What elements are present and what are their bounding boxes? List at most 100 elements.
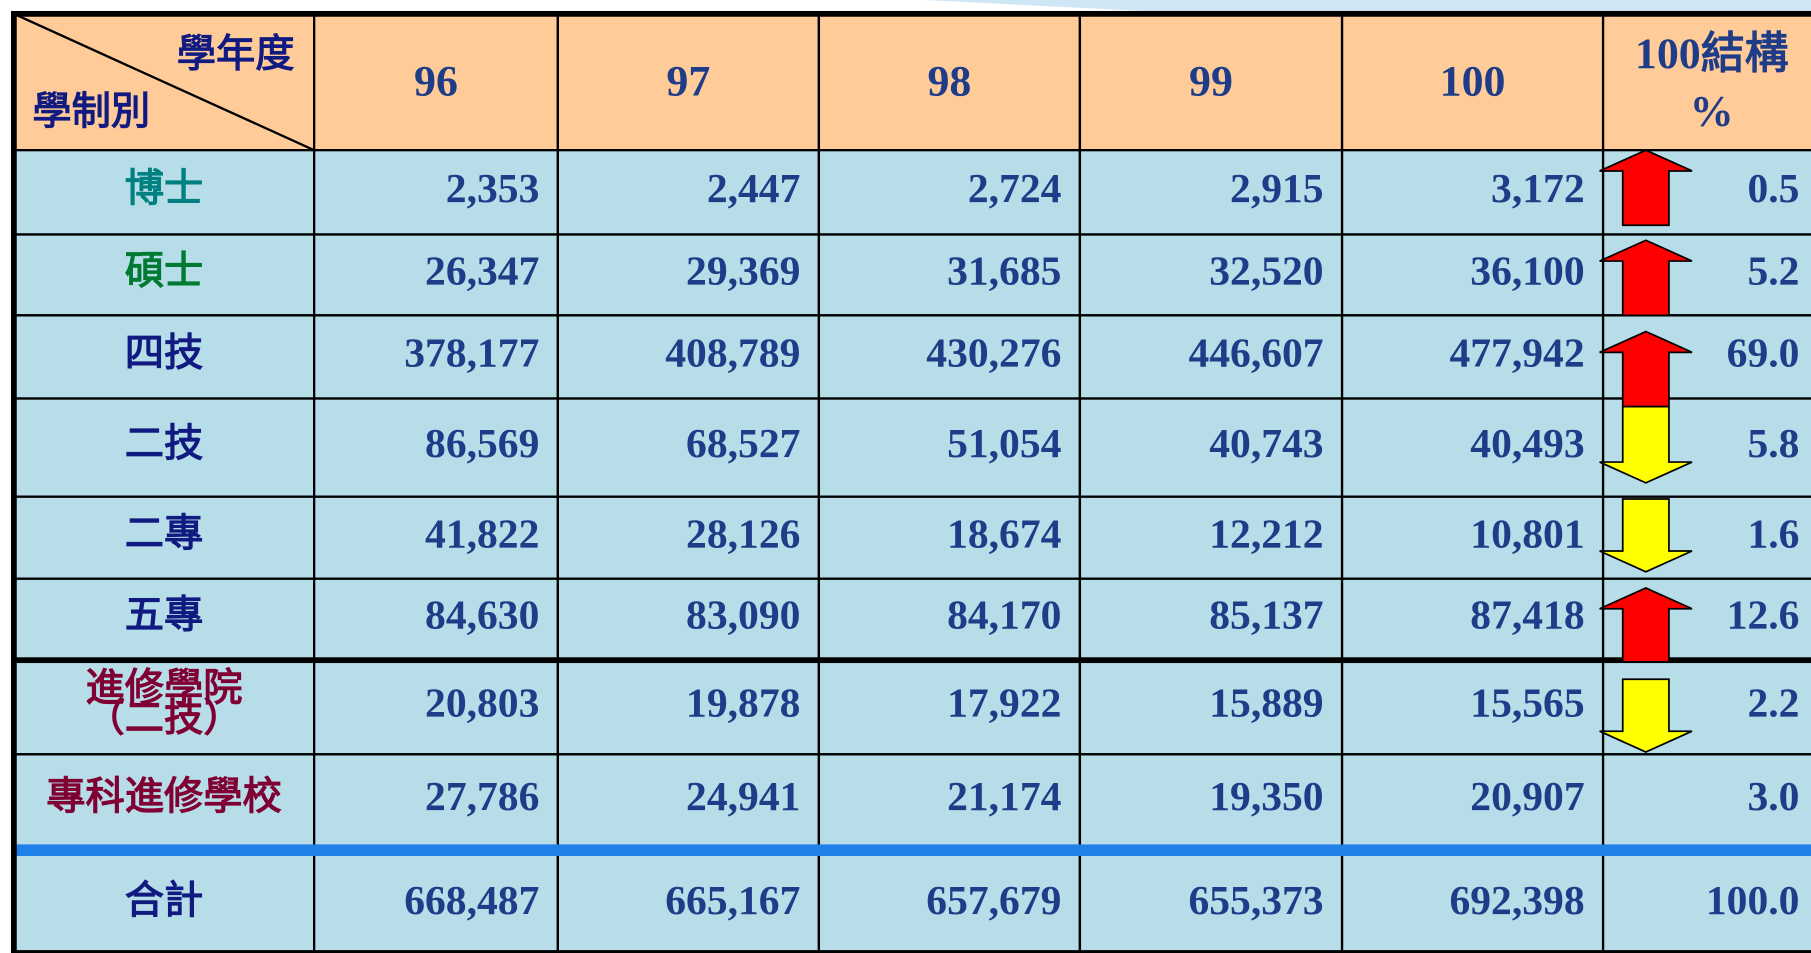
cell [1078,397,1344,498]
cell [817,753,1082,848]
down-arrow [1599,498,1693,573]
cell [312,314,560,400]
value: 68,527 [686,420,800,466]
cell [817,233,1082,317]
value: 668,487 [404,877,539,923]
value: 32,520 [1209,247,1323,293]
up-arrow [1599,149,1693,227]
value: 19,878 [686,679,800,725]
cell [1078,233,1344,317]
value: 15,889 [1209,679,1323,725]
value: 29,369 [686,247,800,293]
cell [556,149,821,236]
header-cell [312,12,560,152]
cell [312,845,560,953]
cell [12,845,316,953]
value: 21,174 [947,773,1062,819]
cell [1078,495,1344,580]
cell [312,577,560,661]
row-label: 五專 [125,593,204,637]
up-arrow [1599,239,1693,317]
cell [1078,845,1344,953]
cell [1340,233,1605,317]
value: 657,679 [926,877,1061,923]
row-label: 碩士 [125,249,204,293]
cell [1078,753,1344,848]
cell [312,753,560,848]
value: 84,170 [947,592,1061,638]
value: 84,630 [425,592,539,638]
percent: 1.6 [1747,510,1799,556]
row-label: （二技） [85,696,242,740]
value: 18,674 [947,510,1062,556]
row-label: 進修學院 [85,666,242,710]
cell [817,397,1082,498]
value: 2,353 [446,165,540,211]
year-header: 99 [1189,58,1233,106]
cell [1340,658,1605,756]
cell [817,845,1082,953]
value: 17,922 [947,679,1061,725]
value: 83,090 [686,592,800,638]
row-label: 博士 [125,166,204,210]
percent: 100.0 [1706,877,1800,923]
value: 430,276 [926,329,1061,375]
value: 36,100 [1470,247,1584,293]
row-title: 學年度 [177,32,296,76]
structure-header: % [1690,88,1734,136]
value: 446,607 [1188,329,1323,375]
value: 40,493 [1470,420,1584,466]
arrows [1599,149,1693,753]
value: 19,350 [1209,773,1323,819]
percent: 2.2 [1747,679,1799,725]
cell [817,314,1082,400]
cell [1601,753,1811,848]
cell [12,495,316,580]
up-arrow [1599,587,1693,663]
value: 20,803 [425,679,539,725]
value: 26,347 [425,247,539,293]
down-arrow [1599,405,1693,484]
value: 87,418 [1470,592,1584,638]
percent: 69.0 [1727,329,1800,375]
row-label: 四技 [125,331,204,375]
value: 27,786 [425,773,539,819]
decoration [923,0,1811,12]
value: 31,685 [947,247,1061,293]
value: 655,373 [1188,877,1323,923]
value: 41,822 [425,510,539,556]
col-title: 學制別 [32,90,150,134]
cell [1340,577,1605,661]
value: 2,724 [968,165,1062,211]
structure-header: 100結構 [1635,29,1789,78]
percent: 3.0 [1747,773,1799,819]
percent: 12.6 [1727,592,1800,638]
value: 12,212 [1209,510,1323,556]
value: 51,054 [947,420,1062,466]
value: 28,126 [686,510,800,556]
value: 10,801 [1470,510,1584,556]
cell [556,233,821,317]
down-arrow [1599,678,1693,753]
cell [12,314,316,400]
total-separator [13,844,1811,856]
year-header: 100 [1440,58,1506,106]
cell [12,753,316,848]
cell [312,658,560,756]
row-label: 二技 [125,422,204,466]
value: 24,941 [686,773,800,819]
cell [12,397,316,498]
value: 40,743 [1209,420,1323,466]
value: 692,398 [1449,877,1584,923]
value: 665,167 [665,877,800,923]
value: 85,137 [1209,592,1323,638]
row-label: 二專 [125,512,204,556]
percent: 5.2 [1747,247,1799,293]
header-cell [1601,12,1811,152]
row-label: 專科進修學校 [46,775,282,819]
cell [1340,314,1605,400]
percent: 0.5 [1747,165,1799,211]
